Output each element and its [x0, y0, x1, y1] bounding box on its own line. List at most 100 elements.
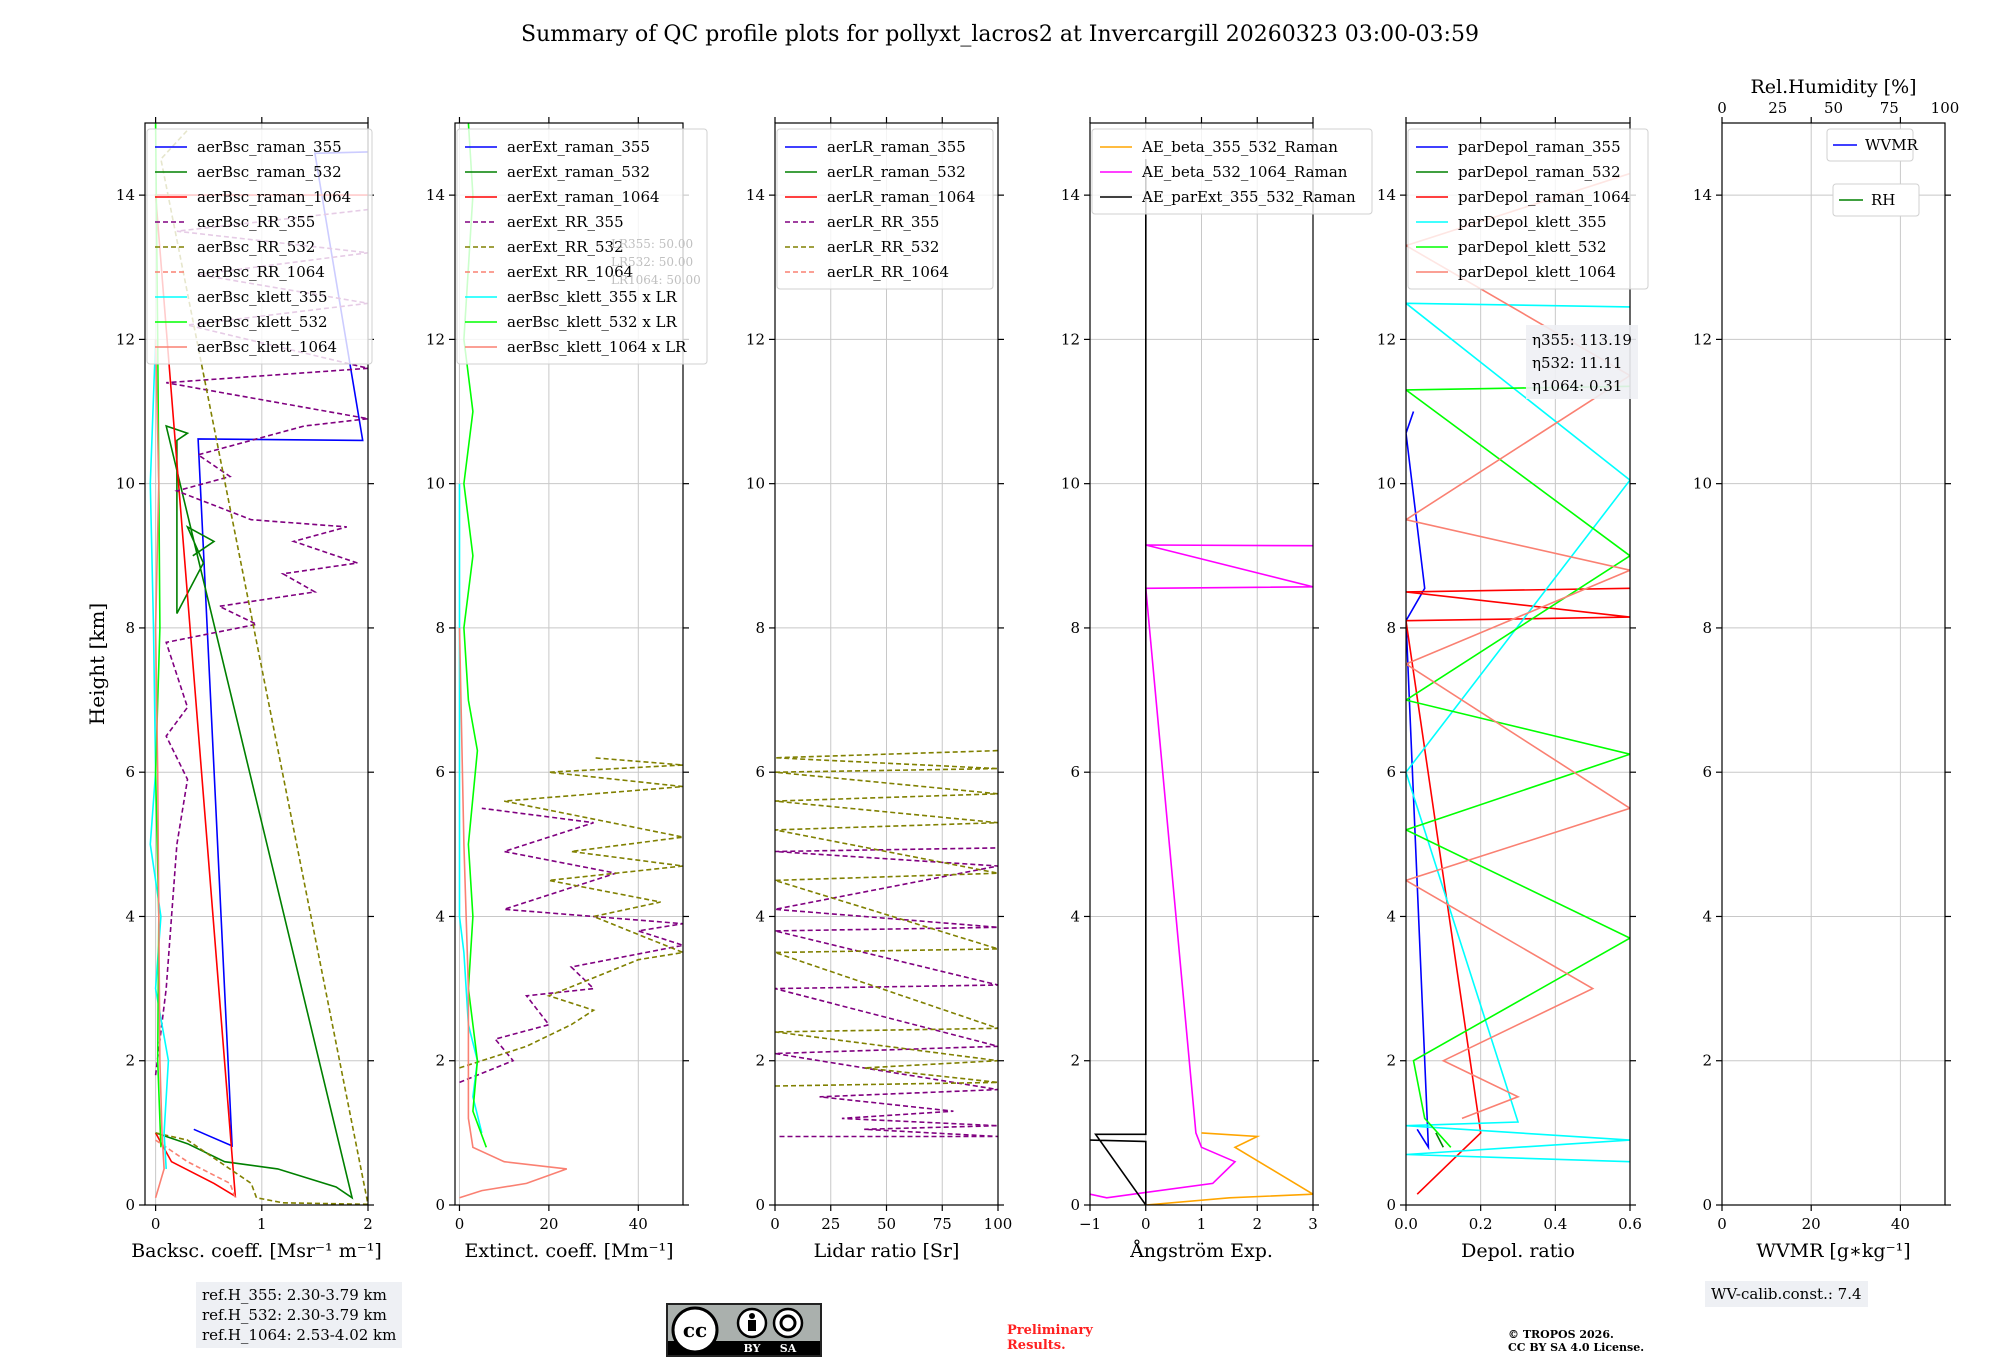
series-line-aerBsc_raman_532 [155, 424, 354, 1200]
y-tick-label: 14 [116, 186, 135, 204]
eta-note-2: η1064: 0.31 [1532, 377, 1622, 395]
eta-box [1526, 325, 1638, 399]
by-label: BY [744, 1342, 761, 1355]
legend-box [1826, 128, 1914, 162]
legend-box [456, 128, 708, 365]
panel-depol: 0 2 4 6 8 10 12 14 0.0 0.2 0.4 0.6 Depol. ratio parDe… [1377, 117, 1649, 1262]
axes-frame [454, 122, 684, 1206]
legend-entry-aerBsc_raman_355: aerBsc_raman_355 [197, 138, 342, 156]
legend-entry-aerBsc_klett_355: aerBsc_klett_355 [197, 288, 328, 306]
series-line-aerLR_RR_355 [775, 847, 998, 1138]
preliminary-line-2: Results. [1007, 1338, 1066, 1353]
series-line-parDepol_raman_1064 [1406, 587, 1630, 1195]
x-tick-label: 75 [933, 1215, 952, 1233]
x-axis-label: Extinct. coeff. [Mm⁻¹] [464, 1240, 673, 1262]
x-tick-label: 20 [539, 1215, 558, 1233]
y-tick-label: 0 [1702, 1196, 1712, 1214]
y-tick-label: 12 [1377, 330, 1396, 348]
y-tick-label: 12 [426, 330, 445, 348]
y-tick-label: 8 [1070, 619, 1080, 637]
lidar-ratio-note: LR355: 50.00 [611, 237, 693, 251]
series-line-aerBsc_klett_355 [149, 339, 170, 1169]
x-tick-label: 0.6 [1618, 1215, 1642, 1233]
legend-entry-parDepol_raman_532: parDepol_raman_532 [1458, 163, 1621, 181]
figure-title: Summary of QC profile plots for pollyxt_… [521, 22, 1479, 47]
x-axis-label: WVMR [g∗kg⁻¹] [1756, 1240, 1910, 1262]
y-tick-label: 12 [1061, 330, 1080, 348]
y-tick-label: 4 [755, 907, 765, 925]
copyright-line-2: CC BY SA 4.0 License. [1508, 1341, 1645, 1354]
legend-entry-AE_beta_532_1064_Raman: AE_beta_532_1064_Raman [1141, 163, 1348, 181]
legend-entry-parDepol_klett_1064: parDepol_klett_1064 [1458, 263, 1616, 281]
preliminary-line-1: Preliminary [1007, 1323, 1093, 1338]
legend-entry-parDepol_raman_1064: parDepol_raman_1064 [1458, 188, 1630, 206]
y-tick-label: 8 [1702, 619, 1712, 637]
y-tick-label: 6 [125, 763, 135, 781]
eta-note-0: η355: 113.19 [1532, 331, 1632, 349]
legend-entry-aerBsc_RR_1064: aerBsc_RR_1064 [197, 263, 325, 281]
y-tick-label: 14 [1061, 186, 1080, 204]
legend-entry-aerExt_RR_355: aerExt_RR_355 [507, 213, 624, 231]
y-tick-label: 2 [125, 1052, 135, 1070]
axes-frame [144, 122, 369, 1206]
legend-entry-aerLR_RR_532: aerLR_RR_532 [827, 238, 939, 256]
series-line-parDepol_raman_532 [1435, 1132, 1445, 1148]
y-tick-label: 2 [435, 1052, 445, 1070]
x-tick-label: 0 [151, 1215, 161, 1233]
panel-lr: 0 2 4 6 8 10 12 14 0 25 50 75 100 Lidar ratio [Sr] aer… [746, 117, 1012, 1262]
x-tick-label: 2 [1252, 1215, 1262, 1233]
legend-entry-parDepol_klett_355: parDepol_klett_355 [1458, 213, 1607, 231]
series-line-parDepol_klett_355 [1406, 302, 1630, 1163]
x-axis-label: Backsc. coeff. [Msr⁻¹ m⁻¹] [131, 1240, 382, 1262]
series-line-aerBsc_klett_1064 x LR [458, 627, 568, 1199]
legend-entry-aerExt_RR_1064: aerExt_RR_1064 [507, 263, 633, 281]
y-tick-label: 10 [116, 475, 135, 493]
x-tick-label: 1 [257, 1215, 267, 1233]
y-tick-label: 6 [755, 763, 765, 781]
y-tick-label: 2 [1070, 1052, 1080, 1070]
series-line-parDepol_klett_1064 [1406, 172, 1630, 1120]
y-tick-label: 14 [1377, 186, 1396, 204]
series-line-AE_beta_355_532_Raman [1145, 1132, 1313, 1205]
legend-entry-aerBsc_raman_532: aerBsc_raman_532 [197, 163, 342, 181]
legend-entry-aerBsc_RR_532: aerBsc_RR_532 [197, 238, 315, 256]
y-tick-label: 4 [1070, 907, 1080, 925]
x-tick-label: 0 [770, 1215, 780, 1233]
y-tick-label: 12 [746, 330, 765, 348]
x-tick-label: 20 [1802, 1215, 1821, 1233]
y-tick-label: 6 [1702, 763, 1712, 781]
x-tick-label: 100 [984, 1215, 1013, 1233]
x-axis-label: Ångström Exp. [1129, 1240, 1273, 1262]
ref-height-532: ref.H_532: 2.30-3.79 km [202, 1306, 387, 1324]
series-line-aerExt_RR_532 [459, 757, 683, 1069]
x-axis-label: Lidar ratio [Sr] [814, 1240, 960, 1262]
x-tick-label: 0.4 [1543, 1215, 1567, 1233]
x-tick-label: 25 [821, 1215, 840, 1233]
share-alike-icon [772, 1307, 804, 1339]
x-axis-label: Depol. ratio [1461, 1240, 1575, 1262]
legend-box [146, 128, 373, 365]
y-tick-label: 10 [1377, 475, 1396, 493]
y-tick-label: 10 [746, 475, 765, 493]
top-x-tick-label: 50 [1824, 99, 1843, 117]
x-tick-label: 0.2 [1469, 1215, 1493, 1233]
legend-entry-aerBsc_klett_1064 x LR: aerBsc_klett_1064 x LR [507, 338, 687, 356]
y-tick-label: 14 [426, 186, 445, 204]
legend-entry-aerLR_raman_1064: aerLR_raman_1064 [827, 188, 975, 206]
lidar-ratio-note: LR532: 50.00 [611, 255, 693, 269]
top-x-axis-label: Rel.Humidity [%] [1750, 76, 1916, 98]
y-tick-label: 8 [755, 619, 765, 637]
y-tick-label: 6 [1386, 763, 1396, 781]
y-tick-label: 10 [1693, 475, 1712, 493]
y-tick-label: 0 [1070, 1196, 1080, 1214]
x-tick-label: 40 [629, 1215, 648, 1233]
x-tick-label: 50 [877, 1215, 896, 1233]
cc-license-badge: cc BY SA [666, 1303, 822, 1357]
wv-calibration-text: WV-calib.const.: 7.4 [1711, 1285, 1862, 1303]
panel-wv: 0 2 4 6 8 10 12 14 0 20 40 0 25 50 75 100 Rel.Humidity [… [1693, 76, 1959, 1262]
legend-entry-aerBsc_klett_532 x LR: aerBsc_klett_532 x LR [507, 313, 678, 331]
copyright-note: © TROPOS 2026. CC BY SA 4.0 License. [1508, 1328, 1644, 1354]
legend-entry-aerBsc_klett_532: aerBsc_klett_532 [197, 313, 328, 331]
series-group [775, 749, 998, 1138]
